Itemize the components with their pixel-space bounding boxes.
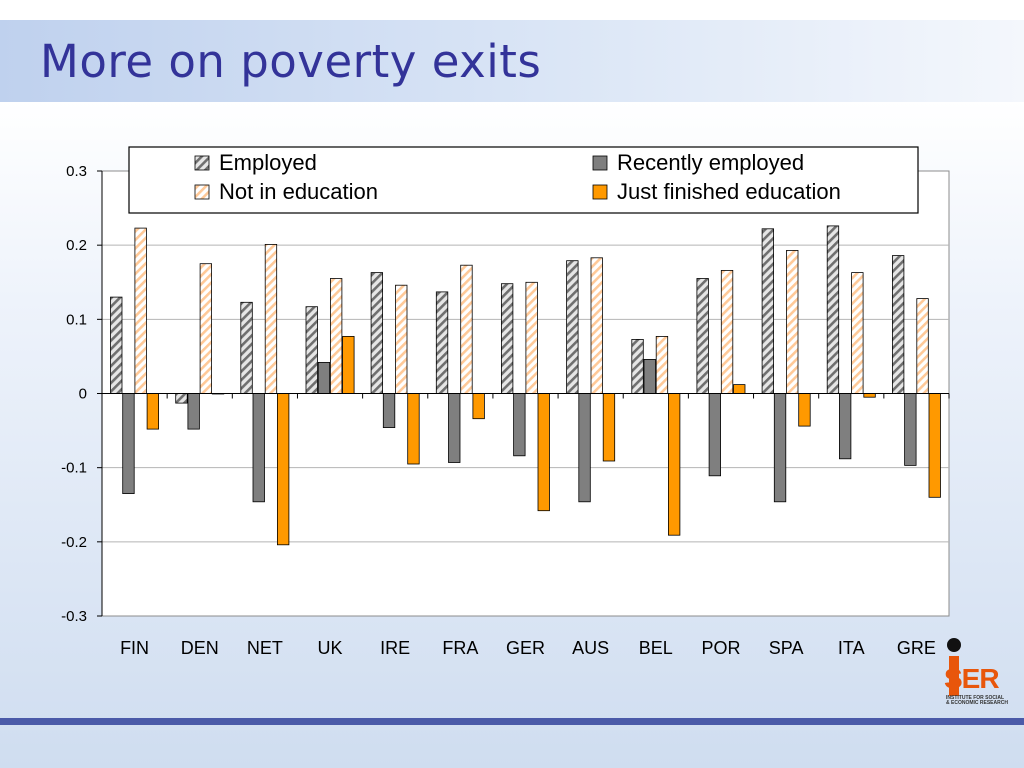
bar-fra-recently-employed — [448, 393, 461, 463]
bar-ire-recently-employed — [382, 393, 396, 428]
y-tick-label: -0.2 — [61, 534, 87, 551]
legend-box — [128, 146, 919, 214]
bar-aus-employed — [566, 260, 579, 394]
bar-bel-not-in-education — [655, 335, 669, 394]
legend-label: Not in education — [219, 179, 378, 204]
x-tick-label: IRE — [380, 638, 410, 658]
bar-fin-not-in-education — [134, 227, 147, 394]
iser-logo: SER INSTITUTE FOR SOCIAL & ECONOMIC RESE… — [930, 636, 1020, 708]
y-tick-label: -0.3 — [61, 608, 87, 625]
bar-ire-employed — [370, 272, 384, 394]
bar-ire-not-in-education — [395, 284, 408, 394]
bottom-rule — [0, 718, 1024, 725]
legend-swatch — [592, 184, 608, 200]
legend-swatch — [592, 155, 608, 171]
bar-net-not-in-education — [264, 243, 278, 394]
x-tick-label: GER — [506, 638, 545, 658]
bar-spa-just-finished-education — [798, 393, 811, 427]
logo-text: SER — [944, 663, 1000, 694]
x-tick-label: AUS — [572, 638, 609, 658]
bar-por-just-finished-education — [733, 384, 746, 394]
bar-gre-employed — [892, 255, 905, 394]
bar-gre-not-in-education — [916, 298, 929, 394]
bar-spa-employed — [761, 228, 774, 394]
bar-ita-employed — [826, 225, 840, 394]
x-tick-label: FIN — [120, 638, 149, 658]
logo-stem — [949, 656, 959, 696]
slide-title: More on poverty exits — [40, 35, 542, 88]
y-tick-label: 0.2 — [66, 237, 87, 254]
logo-dot — [947, 638, 961, 652]
logo-subtext: INSTITUTE FOR SOCIAL & ECONOMIC RESEARCH — [946, 695, 1008, 706]
bar-den-employed — [175, 393, 188, 404]
bar-gre-recently-employed — [904, 393, 917, 466]
x-tick-label: POR — [701, 638, 740, 658]
x-tick-label: DEN — [181, 638, 219, 658]
bar-den-recently-employed — [187, 393, 200, 430]
bar-ita-recently-employed — [839, 393, 852, 460]
bar-por-recently-employed — [708, 393, 721, 477]
bar-spa-recently-employed — [773, 393, 787, 503]
bar-uk-not-in-education — [329, 278, 343, 394]
x-tick-label: BEL — [639, 638, 673, 658]
bar-por-not-in-education — [720, 269, 734, 394]
x-tick-label: GRE — [897, 638, 936, 658]
y-tick-label: 0.1 — [66, 311, 87, 328]
bar-ita-just-finished-education — [863, 393, 876, 398]
bar-uk-recently-employed — [317, 361, 331, 394]
x-tick-label: UK — [318, 638, 343, 658]
y-tick-label: -0.1 — [61, 460, 87, 477]
bar-fin-recently-employed — [122, 393, 135, 494]
y-tick-label: 0 — [79, 386, 87, 403]
bar-uk-just-finished-education — [342, 335, 355, 394]
x-tick-label: NET — [247, 638, 283, 658]
bar-ger-just-finished-education — [537, 393, 550, 512]
bar-aus-not-in-education — [590, 257, 603, 394]
bar-fra-not-in-education — [460, 264, 473, 394]
legend-label: Recently employed — [617, 150, 804, 175]
bar-ger-employed — [500, 283, 514, 394]
bar-net-just-finished-education — [276, 393, 290, 546]
x-tick-label: ITA — [838, 638, 865, 658]
bar-ger-recently-employed — [513, 393, 526, 457]
bar-fin-just-finished-education — [146, 393, 160, 430]
bar-bel-employed — [631, 338, 644, 394]
bar-ger-not-in-education — [525, 281, 538, 394]
legend-swatch — [194, 155, 210, 171]
bar-ire-just-finished-education — [407, 393, 420, 465]
bar-aus-recently-employed — [578, 393, 591, 503]
bar-gre-just-finished-education — [928, 393, 941, 498]
x-tick-label: FRA — [442, 638, 478, 658]
bar-ita-not-in-education — [851, 272, 864, 394]
y-tick-label: 0.3 — [66, 163, 87, 180]
bar-net-recently-employed — [252, 393, 265, 503]
title-band — [0, 20, 1024, 102]
bar-fra-employed — [435, 291, 449, 394]
legend-label: Just finished education — [617, 179, 841, 204]
bar-uk-employed — [305, 306, 318, 394]
bar-aus-just-finished-education — [602, 393, 616, 462]
legend-swatch — [194, 184, 210, 200]
bar-den-not-in-education — [199, 263, 213, 394]
bar-spa-not-in-education — [786, 249, 799, 394]
bar-chart: 0.3 0.2 0.1 0 -0.1 -0.2 -0.3 FIN DEN NET UK IRE FRA… — [61, 146, 950, 658]
bar-bel-just-finished-education — [668, 393, 681, 536]
bar-bel-recently-employed — [643, 358, 656, 394]
bar-net-employed — [240, 301, 253, 394]
bar-por-employed — [696, 278, 709, 394]
legend-label: Employed — [219, 150, 317, 175]
bar-fra-just-finished-education — [472, 393, 485, 420]
bar-fin-employed — [110, 296, 123, 394]
x-tick-label: SPA — [769, 638, 804, 658]
